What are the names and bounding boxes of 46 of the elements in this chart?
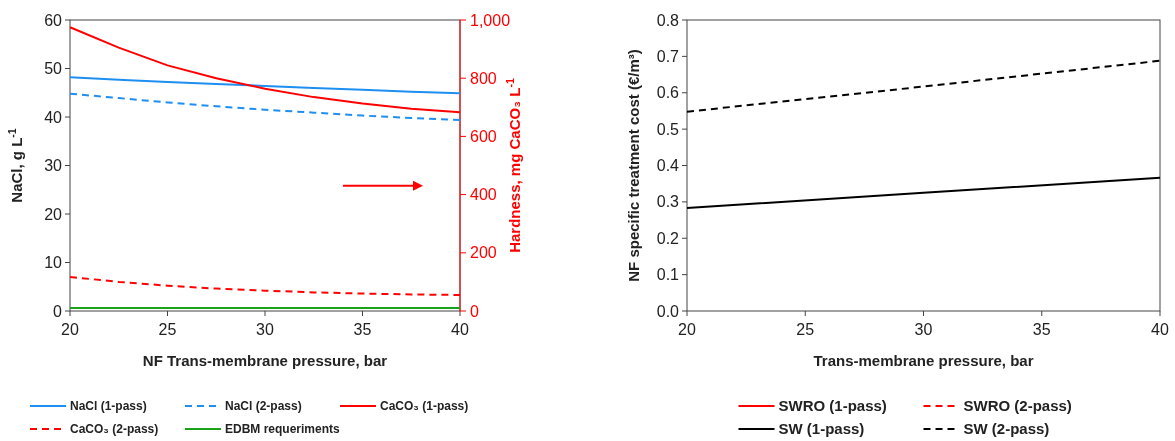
y-tick-label: 30 [44, 157, 63, 175]
y-tick-label: 20 [44, 205, 63, 223]
y2-tick-label: 0 [470, 302, 479, 320]
y-tick-label: 40 [44, 108, 63, 126]
legend-label: EDBM requeriments [225, 422, 341, 437]
legend-label: CaCO₃ (2-pass) [70, 422, 159, 437]
y-tick-label: 60 [44, 11, 63, 29]
y2-tick-label: 1,000 [470, 11, 511, 29]
legend-label: NaCl (1-pass) [70, 399, 147, 414]
legend-label: NaCl (2-pass) [225, 399, 302, 414]
y2-tick-label: 800 [470, 69, 497, 87]
y-tick-label: 0.8 [656, 11, 680, 29]
x-tick-label: 20 [61, 321, 79, 338]
y-tick-label: 0 [53, 302, 63, 320]
y-tick-label: 0.1 [656, 266, 680, 284]
x-tick-label: 35 [1032, 321, 1051, 338]
legend-label: SWRO (2-pass) [963, 397, 1072, 415]
x-tick-label: 25 [158, 321, 177, 338]
line-series [69, 76, 461, 95]
y-tick-label: 50 [44, 60, 63, 78]
y-tick-label: 0.5 [656, 120, 680, 138]
y-tick-label: 0.2 [656, 229, 680, 247]
y2-tick-label: 400 [470, 186, 497, 204]
x-tick-label: 40 [1151, 321, 1169, 338]
x-tick-label: 30 [256, 321, 274, 338]
legend-label: SW (1-pass) [778, 420, 865, 438]
legend-label: SWRO (1-pass) [778, 397, 887, 415]
x-tick-label: 20 [678, 321, 696, 338]
x-tick-label: 30 [914, 321, 933, 338]
legend-label: SW (2-pass) [963, 420, 1050, 438]
legend-label: CaCO₃ (1-pass) [380, 399, 469, 414]
y-tick-label: 10 [44, 254, 63, 272]
y-tick-label: 0.6 [656, 84, 680, 102]
x-tick-label: 40 [451, 321, 469, 338]
y2-tick-label: 200 [470, 244, 497, 262]
x-tick-label: 35 [353, 321, 372, 338]
y-tick-label: 0.4 [656, 157, 680, 175]
x-tick-label: 25 [796, 321, 815, 338]
y-tick-label: 0.7 [656, 47, 680, 65]
x-axis-title: Trans-membrane pressure, bar [813, 352, 1034, 369]
y2-tick-label: 600 [470, 128, 497, 145]
y-tick-label: 0.3 [656, 193, 680, 211]
y-axis-title: NF specific treatment cost (€/m³) [625, 49, 642, 282]
line-series [69, 92, 461, 121]
x-axis-title: NF Trans-membrane pressure, bar [142, 352, 388, 369]
y-tick-label: 0.0 [656, 302, 680, 320]
